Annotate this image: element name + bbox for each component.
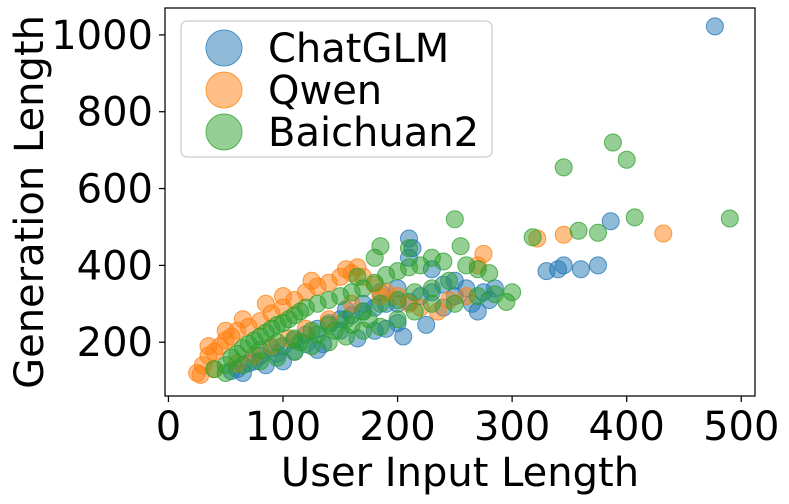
y-tick-label: 200 bbox=[77, 320, 153, 366]
point-baichuan2-37 bbox=[445, 294, 464, 313]
y-tick-label: 400 bbox=[77, 243, 153, 289]
y-axis-ticks: 200 400 600 800 1000 bbox=[51, 13, 165, 366]
point-baichuan2-49 bbox=[497, 292, 516, 311]
point-baichuan2-36 bbox=[348, 267, 367, 286]
legend-box bbox=[180, 20, 493, 158]
point-qwen-38 bbox=[216, 321, 235, 340]
legend-marker-qwen bbox=[205, 71, 243, 109]
point-baichuan2-71 bbox=[268, 348, 287, 367]
point-baichuan2-27 bbox=[434, 252, 453, 271]
point-baichuan2-75 bbox=[359, 310, 378, 329]
point-qwen-35 bbox=[274, 287, 292, 306]
point-baichuan2-78 bbox=[308, 325, 327, 344]
point-baichuan2-59 bbox=[405, 283, 424, 302]
plot-frame bbox=[164, 7, 756, 397]
point-chatglm-50 bbox=[417, 315, 436, 334]
point-chatglm-33 bbox=[571, 260, 590, 279]
point-baichuan2-76 bbox=[342, 315, 361, 334]
point-baichuan2-35 bbox=[371, 237, 390, 256]
point-baichuan2-64 bbox=[388, 310, 407, 329]
point-qwen-37 bbox=[233, 310, 252, 329]
point-baichuan2-29 bbox=[451, 237, 470, 256]
point-chatglm-36 bbox=[705, 17, 724, 36]
x-tick-label: 500 bbox=[703, 404, 779, 450]
x-tick-label: 400 bbox=[589, 404, 665, 450]
point-baichuan2-48 bbox=[720, 209, 739, 228]
point-baichuan2-62 bbox=[422, 294, 441, 313]
point-baichuan2-58 bbox=[388, 291, 407, 309]
point-baichuan2-45 bbox=[603, 133, 622, 152]
legend-label-baichuan2: Baichuan2 bbox=[268, 110, 479, 156]
x-axis-label: User Input Length bbox=[281, 450, 639, 496]
point-chatglm-49 bbox=[394, 327, 413, 346]
legend-label-qwen: Qwen bbox=[268, 68, 382, 114]
point-baichuan2-61 bbox=[440, 271, 459, 290]
y-tick-label: 1000 bbox=[51, 13, 153, 59]
point-baichuan2-43 bbox=[569, 221, 588, 240]
point-baichuan2-38 bbox=[468, 287, 487, 306]
point-baichuan2-72 bbox=[251, 352, 270, 371]
point-baichuan2-44 bbox=[589, 223, 607, 242]
y-tick-label: 600 bbox=[77, 167, 153, 213]
point-baichuan2-57 bbox=[371, 294, 390, 313]
legend-marker-chatglm bbox=[205, 29, 243, 67]
point-baichuan2-79 bbox=[291, 333, 310, 352]
y-axis-label: Generation Length bbox=[7, 15, 53, 389]
point-baichuan2-47 bbox=[625, 208, 644, 227]
point-qwen-31 bbox=[654, 224, 673, 243]
point-baichuan2-32 bbox=[480, 264, 499, 283]
point-baichuan2-51 bbox=[268, 333, 287, 352]
point-baichuan2-28 bbox=[445, 210, 464, 229]
point-baichuan2-73 bbox=[233, 356, 252, 375]
x-tick-label: 100 bbox=[245, 404, 321, 450]
point-chatglm-57 bbox=[468, 302, 487, 321]
x-tick-label: 0 bbox=[156, 404, 181, 450]
point-baichuan2-60 bbox=[422, 279, 441, 298]
point-baichuan2-46 bbox=[617, 150, 636, 169]
x-axis-ticks: 0 100 200 300 400 500 bbox=[156, 396, 779, 450]
point-baichuan2-42 bbox=[554, 158, 573, 177]
point-qwen-39 bbox=[199, 337, 218, 356]
point-qwen-36 bbox=[256, 294, 275, 313]
y-tick-label: 800 bbox=[77, 90, 153, 136]
point-baichuan2-41 bbox=[523, 228, 542, 247]
point-baichuan2-77 bbox=[325, 321, 344, 340]
legend-marker-baichuan2 bbox=[205, 113, 243, 151]
point-baichuan2-33 bbox=[400, 239, 418, 258]
point-chatglm-34 bbox=[589, 256, 607, 275]
point-chatglm-32 bbox=[554, 256, 573, 275]
point-baichuan2-63 bbox=[405, 302, 424, 321]
point-chatglm-35 bbox=[601, 212, 620, 231]
legend-label-chatglm: ChatGLM bbox=[268, 26, 449, 72]
point-qwen-28 bbox=[474, 244, 493, 263]
point-qwen-34 bbox=[302, 271, 321, 290]
x-tick-label: 300 bbox=[474, 404, 550, 450]
point-baichuan2-74 bbox=[216, 364, 235, 382]
points-layer bbox=[188, 17, 739, 384]
x-tick-label: 200 bbox=[359, 404, 435, 450]
point-qwen-30 bbox=[554, 225, 573, 244]
